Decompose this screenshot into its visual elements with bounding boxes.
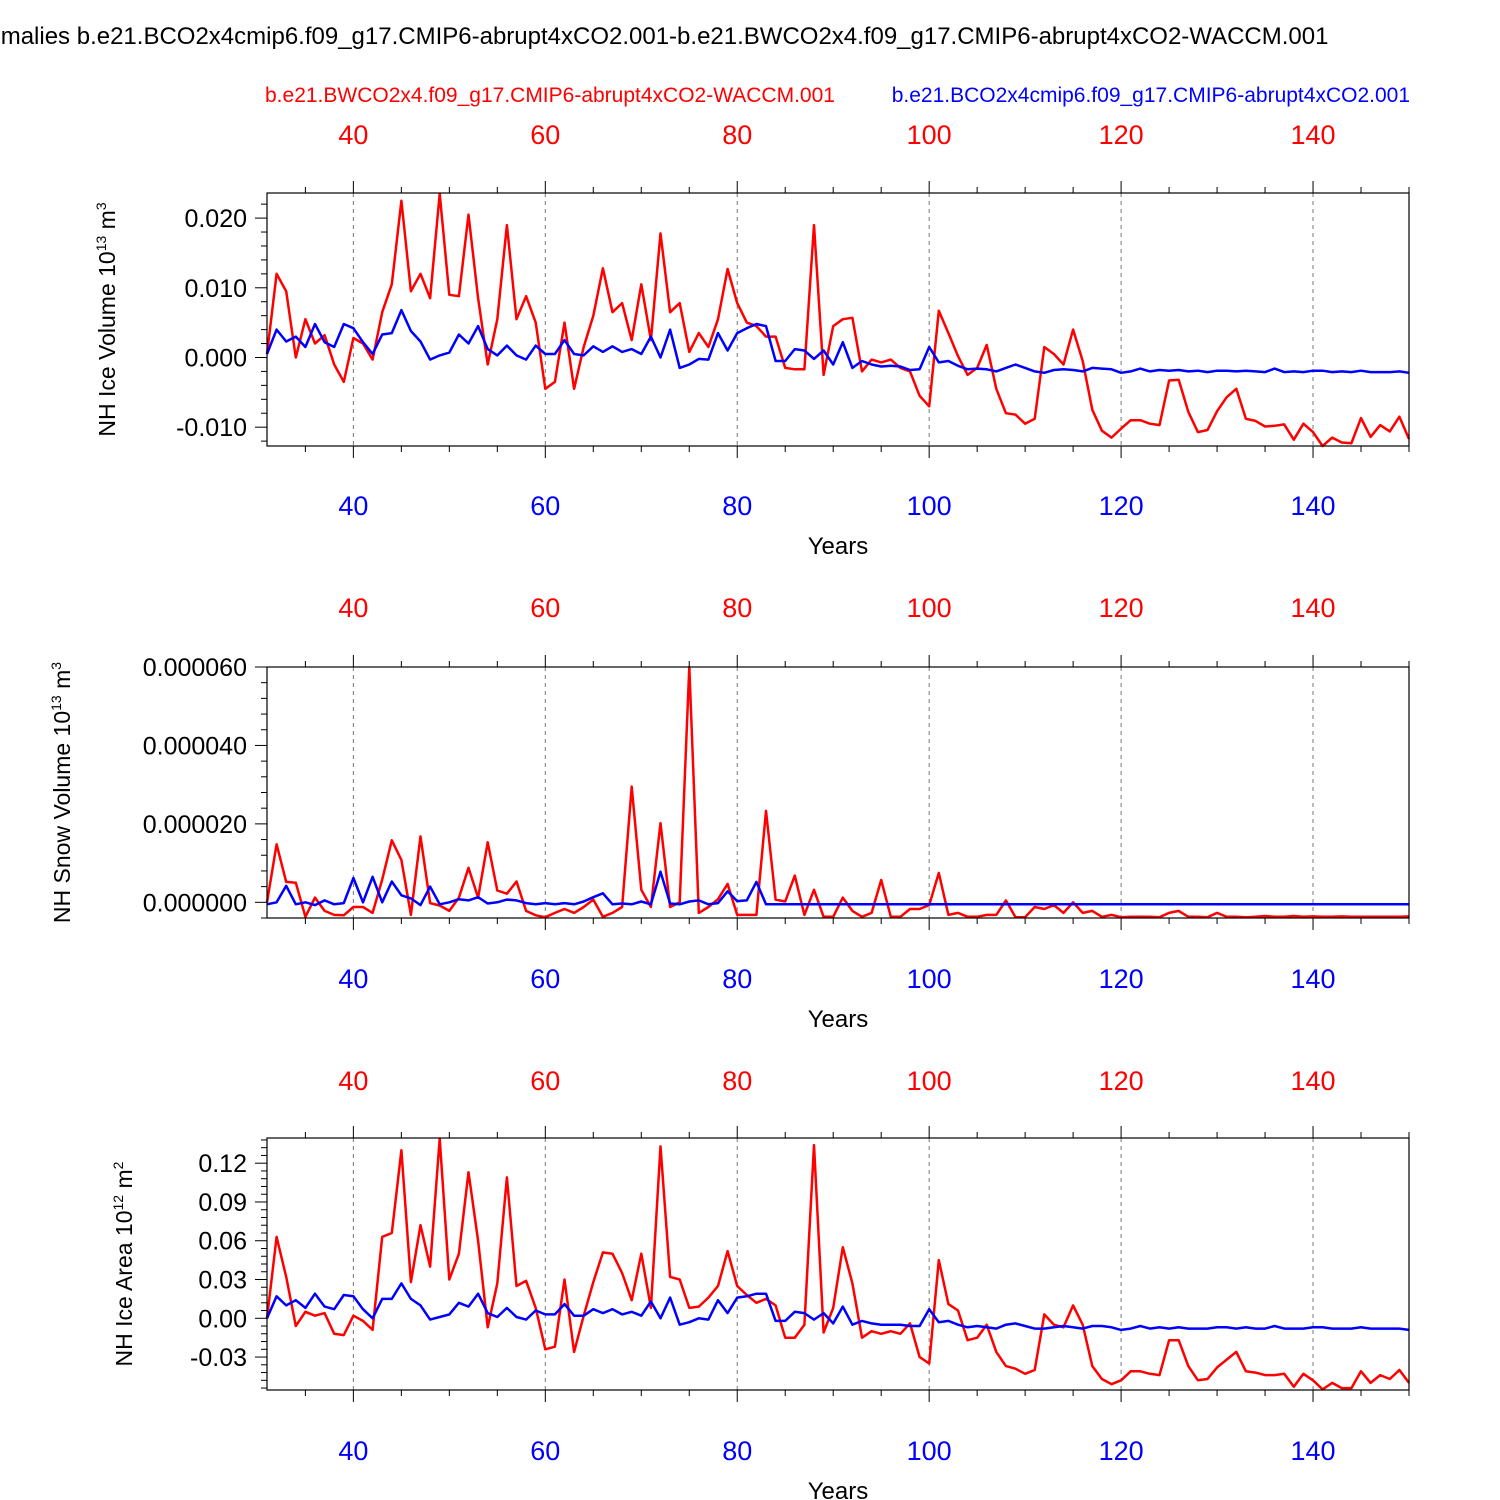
- plot-frame: [266, 192, 1410, 447]
- x-tick-label-top: 140: [1291, 120, 1336, 150]
- x-tick-label-bottom: 60: [530, 491, 560, 521]
- y-tick-label: 0.010: [184, 275, 247, 303]
- x-tick-label-bottom: 120: [1099, 964, 1144, 994]
- x-tick-label-top: 80: [722, 120, 752, 150]
- x-tick-label-bottom: 40: [338, 491, 368, 521]
- y-axis-label-part: NH Ice Area 10: [111, 1210, 137, 1366]
- x-axis-label: Years: [808, 533, 869, 560]
- y-tick-label: 0.12: [198, 1150, 247, 1178]
- x-tick-label-bottom: 80: [722, 491, 752, 521]
- y-tick-label: 0.09: [198, 1189, 247, 1217]
- y-axis-label: NH Snow Volume 1013 m3: [48, 662, 75, 923]
- y-axis-label-superscript: 2: [110, 1161, 126, 1169]
- y-axis-label-superscript: 3: [48, 662, 64, 670]
- y-axis-label-part: m: [111, 1169, 137, 1195]
- x-axis-label: Years: [808, 1478, 869, 1500]
- x-tick-label-top: 140: [1291, 1066, 1336, 1096]
- x-tick-label-bottom: 40: [338, 1436, 368, 1466]
- blue-series-line: [265, 308, 1410, 375]
- y-axis-label-superscript: 3: [93, 202, 109, 210]
- x-tick-label-bottom: 120: [1099, 1436, 1144, 1466]
- x-tick-label-top: 60: [530, 593, 560, 623]
- x-tick-label-bottom: 80: [722, 1436, 752, 1466]
- x-tick-label-top: 100: [907, 593, 952, 623]
- x-tick-label-top: 80: [722, 1066, 752, 1096]
- x-tick-label-bottom: 100: [907, 1436, 952, 1466]
- x-tick-label-bottom: 60: [530, 964, 560, 994]
- y-axis-label-part: NH Snow Volume 10: [49, 711, 75, 923]
- x-tick-label-bottom: 100: [907, 964, 952, 994]
- y-tick-label: 0.000040: [143, 732, 247, 760]
- y-tick-label: 0.03: [198, 1267, 247, 1295]
- x-tick-label-top: 40: [338, 1066, 368, 1096]
- x-tick-label-bottom: 140: [1291, 1436, 1336, 1466]
- red-series-line: [265, 192, 1411, 448]
- x-tick-label-top: 40: [338, 120, 368, 150]
- y-tick-label: 0.00: [198, 1305, 247, 1333]
- x-tick-label-top: 140: [1291, 593, 1336, 623]
- y-tick-label: 0.000: [184, 344, 247, 372]
- x-tick-label-top: 100: [907, 1066, 952, 1096]
- x-tick-label-top: 40: [338, 593, 368, 623]
- legend-red-label: b.e21.BWCO2x4.f09_g17.CMIP6-abrupt4xCO2-…: [265, 84, 835, 107]
- y-axis-label: NH Ice Area 1012 m2: [110, 1161, 137, 1366]
- x-axis-label: Years: [808, 1006, 869, 1033]
- chart-panel-1: 40 40 60 60 80 80 100 100 120 120 140 140 Years -0.01…: [93, 120, 1411, 560]
- y-axis-label: NH Ice Volume 1013 m3: [93, 202, 120, 437]
- x-tick-label-top: 100: [907, 120, 952, 150]
- y-axis-label-superscript: 13: [48, 695, 64, 711]
- x-tick-label-bottom: 60: [530, 1436, 560, 1466]
- y-tick-label: 0.06: [198, 1228, 247, 1256]
- chart-panel-2: 40 40 60 60 80 80 100 100 120 120 140 140 Years 0.000…: [48, 593, 1410, 1033]
- figure-title: Anomalies b.e21.BCO2x4cmip6.f09_g17.CMIP…: [0, 23, 1328, 50]
- x-tick-label-top: 120: [1099, 1066, 1144, 1096]
- y-tick-label: -0.03: [190, 1344, 247, 1372]
- y-tick-label: 0.020: [184, 205, 247, 233]
- chart-panel-3: 40 40 60 60 80 80 100 100 120 120 140 140 Years -0.03…: [110, 1066, 1411, 1500]
- x-tick-label-bottom: 140: [1291, 964, 1336, 994]
- y-tick-label: 0.000060: [143, 654, 247, 682]
- x-tick-label-top: 60: [530, 1066, 560, 1096]
- y-axis-label-superscript: 12: [110, 1195, 126, 1211]
- red-series-line: [265, 665, 1410, 919]
- plot-frame: [266, 666, 1410, 919]
- x-tick-label-bottom: 140: [1291, 491, 1336, 521]
- x-tick-label-top: 120: [1099, 120, 1144, 150]
- x-tick-label-bottom: 40: [338, 964, 368, 994]
- y-tick-label: 0.000000: [143, 889, 247, 917]
- x-tick-label-bottom: 80: [722, 964, 752, 994]
- x-tick-label-top: 80: [722, 593, 752, 623]
- y-tick-label: -0.010: [176, 414, 247, 442]
- blue-series-line: [266, 870, 1409, 907]
- x-tick-label-top: 120: [1099, 593, 1144, 623]
- y-axis-label-superscript: 13: [93, 235, 109, 251]
- red-series-line: [265, 1137, 1411, 1391]
- panels: 40 40 60 60 80 80 100 100 120 120 140 140 Years -0.01…: [48, 120, 1411, 1500]
- x-tick-label-bottom: 100: [907, 491, 952, 521]
- legend-blue-label: b.e21.BCO2x4cmip6.f09_g17.CMIP6-abrupt4x…: [892, 84, 1410, 107]
- y-axis-label-part: NH Ice Volume 10: [94, 251, 120, 436]
- y-axis-label-part: m: [49, 670, 75, 696]
- x-tick-label-top: 60: [530, 120, 560, 150]
- y-axis-label-part: m: [94, 210, 120, 236]
- blue-series-line: [265, 1282, 1410, 1332]
- x-tick-label-bottom: 120: [1099, 491, 1144, 521]
- y-tick-label: 0.000020: [143, 811, 247, 839]
